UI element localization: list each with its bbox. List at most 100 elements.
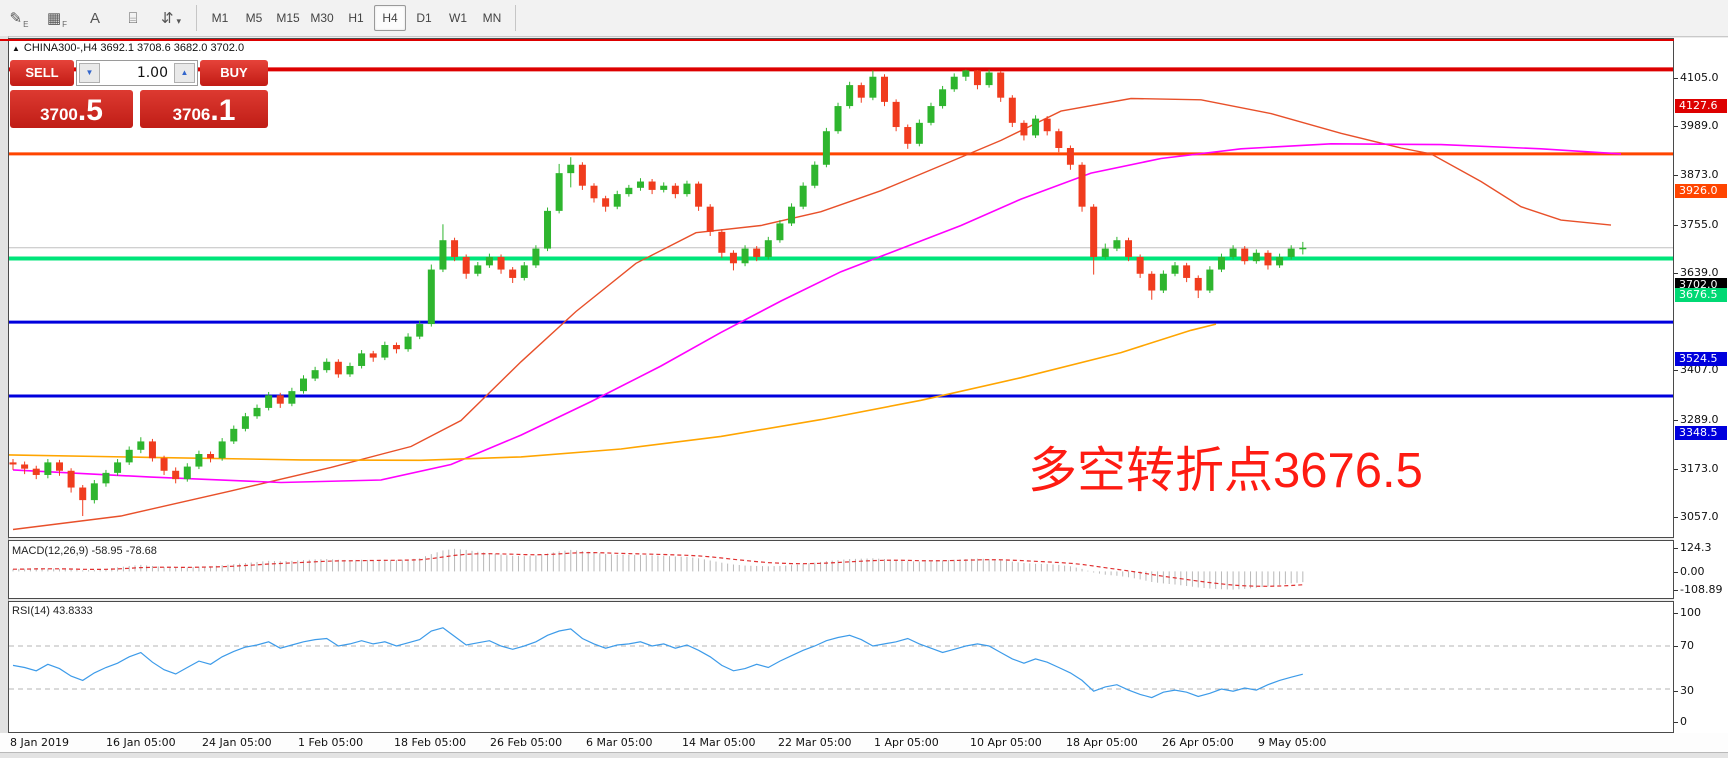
candle — [381, 345, 389, 358]
time-axis[interactable]: 8 Jan 2019 16 Jan 05:00 24 Jan 05:00 1 Feb … — [0, 733, 1728, 752]
volume-decrease-button[interactable]: ▼ — [79, 63, 100, 83]
price-tick-3173.0: 3173.0 — [1680, 461, 1719, 475]
candle — [555, 173, 563, 211]
buy-button[interactable]: BUY — [200, 60, 268, 86]
candle — [1078, 164, 1086, 207]
candle — [416, 324, 424, 337]
macd-tick-0.00: 0.00 — [1680, 565, 1705, 578]
tick-mark — [1674, 722, 1678, 723]
candle — [904, 127, 912, 144]
tick-mark — [1674, 273, 1678, 275]
candle — [939, 89, 947, 107]
price-tick-3755.0: 3755.0 — [1680, 217, 1719, 231]
time-label: 1 Feb 05:00 — [298, 736, 364, 749]
candle — [846, 85, 854, 107]
candle — [706, 206, 714, 232]
candle — [997, 72, 1005, 98]
sell-button[interactable]: SELL — [10, 60, 74, 86]
timeframe-button-m1[interactable]: M1 — [211, 11, 229, 25]
candle — [1148, 273, 1156, 291]
time-label: 18 Apr 05:00 — [1066, 736, 1138, 749]
candle — [90, 483, 98, 501]
candle — [520, 265, 528, 278]
tick-mark — [1674, 548, 1678, 549]
candle — [1229, 248, 1237, 257]
sell-price-display[interactable]: 3700.5 — [10, 90, 133, 128]
volume-spinner: ▼ 1.00 ▲ — [76, 60, 198, 86]
candle — [985, 72, 993, 86]
candle — [927, 106, 935, 123]
timeframe-button-m30[interactable]: M30 — [310, 11, 334, 25]
toolbar-separator — [515, 5, 516, 31]
candle — [741, 248, 749, 264]
candle — [1299, 247, 1307, 250]
tick-mark — [1674, 517, 1678, 519]
ma-fast-red — [12, 97, 1612, 531]
price-tick-3057.0: 3057.0 — [1680, 510, 1719, 524]
candle — [1090, 206, 1098, 257]
candle — [79, 487, 87, 501]
candle — [1113, 240, 1121, 249]
candle — [753, 248, 761, 257]
candle — [788, 206, 796, 224]
tick-mark — [1674, 468, 1678, 470]
timeframe-button-m5[interactable]: M5 — [245, 11, 263, 25]
timeframe-button-w1[interactable]: W1 — [449, 11, 467, 25]
chart-draw-style-icon[interactable]: ✎ E — [9, 10, 29, 29]
candlestick-chart-panel[interactable] — [8, 38, 1674, 538]
text-box-icon[interactable]: ⌸ — [128, 10, 138, 27]
candle — [148, 441, 156, 459]
candle — [218, 441, 226, 459]
candle — [172, 470, 180, 480]
candle — [881, 76, 888, 102]
timeframe-button-d1[interactable]: D1 — [416, 11, 432, 25]
rsi-label: RSI(14) 43.8333 — [12, 605, 93, 617]
text-label-icon[interactable]: A — [89, 10, 100, 27]
rsi-indicator-panel[interactable] — [8, 601, 1674, 733]
candle — [300, 378, 307, 392]
candle — [973, 70, 981, 86]
candle — [822, 131, 830, 165]
candle — [439, 240, 447, 270]
candle — [183, 466, 191, 480]
cycle-arrows-icon[interactable]: ⇵ ▾ — [160, 10, 182, 27]
candle — [1032, 118, 1040, 136]
price-tick-3407.0: 3407.0 — [1680, 363, 1719, 377]
time-label: 26 Feb 05:00 — [490, 736, 563, 749]
time-label: 1 Apr 05:00 — [874, 736, 939, 749]
candle — [764, 240, 772, 257]
tick-mark — [1674, 572, 1678, 573]
symbol-quote-line: CHINA300-,H4 3692.1 3708.6 3682.0 3702.0 — [23, 42, 245, 54]
volume-input[interactable]: 1.00 — [136, 65, 168, 81]
timeframe-button-h4[interactable]: H4 — [374, 5, 406, 31]
price-badge-3702.0: 3702.0 — [1675, 277, 1727, 292]
candle — [1171, 265, 1179, 274]
candle — [241, 416, 249, 429]
volume-increase-button[interactable]: ▲ — [174, 63, 195, 83]
price-tick-3639.0: 3639.0 — [1680, 266, 1719, 280]
price-badge-3926.0: 3926.0 — [1675, 183, 1727, 198]
price-badge-3348.5: 3348.5 — [1675, 425, 1727, 440]
candle — [276, 395, 284, 404]
time-label: 22 Mar 05:00 — [778, 736, 852, 749]
timeframe-button-mn[interactable]: MN — [482, 11, 502, 25]
grid-fill-style-icon[interactable]: ▦ F — [46, 10, 68, 29]
price-badge-4127.6: 4127.6 — [1675, 99, 1727, 114]
price-axis[interactable]: 4105.0 3989.0 3873.0 3755.0 3639.0 3407.0 3289… — [1674, 38, 1728, 733]
timeframe-button-h1[interactable]: H1 — [348, 11, 364, 25]
time-label: 8 Jan 2019 — [10, 736, 69, 749]
candle — [358, 353, 366, 366]
candle — [1217, 256, 1225, 270]
candle — [311, 370, 319, 379]
buy-price-display[interactable]: 3706.1 — [140, 90, 268, 128]
price-tick-3873.0: 3873.0 — [1680, 168, 1719, 182]
candle — [114, 462, 122, 473]
candle — [1183, 265, 1191, 278]
macd-tick--108.89: -108.89 — [1680, 583, 1723, 596]
rsi-line — [12, 627, 1303, 699]
timeframe-button-m15[interactable]: M15 — [276, 11, 300, 25]
rsi-tick-70: 70 — [1680, 639, 1694, 652]
time-label: 14 Mar 05:00 — [682, 736, 756, 749]
collapse-arrow-icon[interactable]: ▲ — [12, 44, 20, 53]
macd-indicator-panel[interactable] — [8, 540, 1674, 599]
